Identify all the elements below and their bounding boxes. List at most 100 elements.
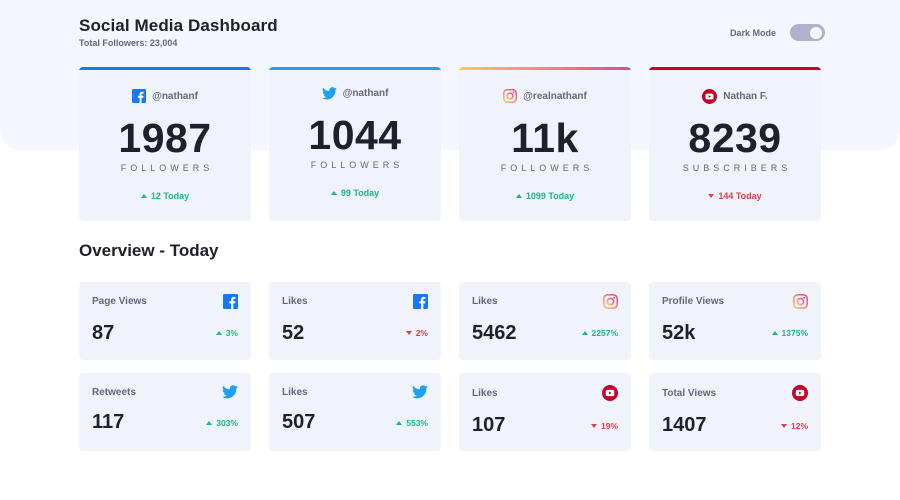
overview-card-value: 507 (282, 411, 316, 433)
overview-card-name: Likes (282, 296, 308, 307)
card-today-text: 99 Today (340, 188, 380, 198)
card-unit: FOLLOWERS (500, 163, 594, 173)
overview-card-change-text: 3% (225, 328, 238, 338)
card-today-text: 1099 Today (525, 191, 575, 201)
arrow-up-icon (330, 191, 337, 195)
arrow-down-icon (708, 194, 715, 198)
overview-card-twitter-likes[interactable]: Likes 507 553% (269, 373, 441, 451)
overview-card-change: 12% (780, 421, 808, 431)
arrow-up-icon (140, 194, 147, 198)
page-title: Social Media Dashboard (79, 16, 278, 35)
card-today: 1099 Today (459, 191, 631, 201)
card-accent-bar (79, 67, 251, 70)
overview-card-facebook-page-views[interactable]: Page Views 87 3% (79, 282, 251, 360)
overview-card-name: Page Views (92, 296, 147, 307)
total-followers: Total Followers: 23,004 (79, 38, 178, 48)
overview-card-name: Likes (472, 296, 498, 307)
card-handle: @nathanf (269, 87, 441, 100)
overview-card-change-text: 553% (406, 418, 428, 428)
instagram-icon (603, 294, 618, 309)
overview-card-youtube-likes[interactable]: Likes 107 19% (459, 373, 631, 451)
card-handle: @realnathanf (459, 89, 631, 103)
overview-card-name: Profile Views (662, 296, 725, 307)
overview-card-change-text: 19% (600, 421, 618, 431)
facebook-icon (132, 89, 147, 103)
card-twitter[interactable]: @nathanf 1044 FOLLOWERS 99 Today (269, 67, 441, 221)
card-accent-bar (649, 67, 821, 70)
card-instagram[interactable]: @realnathanf 11k FOLLOWERS 1099 Today (459, 67, 631, 221)
arrow-up-icon (215, 331, 222, 335)
twitter-icon (222, 385, 238, 399)
arrow-up-icon (771, 331, 778, 335)
overview-card-name: Retweets (92, 387, 136, 398)
card-today-text: 12 Today (150, 191, 190, 201)
overview-card-value: 107 (472, 414, 506, 436)
card-today: 12 Today (79, 191, 251, 201)
overview-card-name: Likes (472, 388, 498, 399)
card-facebook[interactable]: @nathanf 1987 FOLLOWERS 12 Today (79, 67, 251, 221)
overview-card-value: 87 (92, 322, 115, 344)
dark-mode-switch: Dark Mode (730, 24, 826, 41)
youtube-icon (702, 89, 718, 104)
overview-card-change: 19% (590, 421, 618, 431)
overview-card-youtube-total-views[interactable]: Total Views 1407 12% (649, 373, 821, 451)
arrow-down-icon (590, 424, 597, 428)
card-handle: @nathanf (79, 89, 251, 103)
toggle-knob (810, 26, 823, 39)
card-handle-text: Nathan F. (723, 91, 768, 102)
overview-card-change: 3% (215, 328, 238, 338)
overview-card-change: 553% (396, 418, 428, 428)
card-today: 144 Today (649, 191, 821, 201)
card-unit: FOLLOWERS (310, 160, 404, 170)
card-accent-bar (269, 67, 441, 70)
arrow-up-icon (206, 421, 213, 425)
card-count: 1987 (118, 115, 212, 161)
overview-card-value: 1407 (662, 414, 707, 436)
card-handle: Nathan F. (649, 89, 821, 104)
facebook-icon (413, 294, 428, 309)
page-header: Social Media Dashboard Total Followers: … (79, 16, 278, 48)
overview-card-value: 52k (662, 322, 696, 344)
overview-card-change-text: 303% (216, 418, 238, 428)
twitter-icon (412, 385, 428, 399)
overview-card-name: Total Views (662, 388, 717, 399)
youtube-icon (792, 385, 808, 401)
overview-card-change: 2% (405, 328, 428, 338)
overview-card-value: 52 (282, 322, 305, 344)
card-handle-text: @realnathanf (523, 90, 587, 102)
instagram-icon (503, 89, 518, 103)
overview-card-name: Likes (282, 387, 308, 398)
card-unit: SUBSCRIBERS (682, 163, 792, 173)
arrow-up-icon (396, 421, 403, 425)
facebook-icon (223, 294, 238, 309)
dark-mode-label: Dark Mode (730, 27, 777, 38)
overview-card-change: 2257% (581, 328, 618, 338)
arrow-down-icon (405, 331, 412, 335)
card-handle-text: @nathanf (152, 90, 198, 102)
arrow-up-icon (515, 194, 522, 198)
card-accent-bar (459, 67, 631, 70)
overview-card-facebook-likes[interactable]: Likes 52 2% (269, 282, 441, 360)
card-count: 8239 (688, 115, 782, 161)
overview-card-value: 117 (92, 411, 125, 433)
card-youtube[interactable]: Nathan F. 8239 SUBSCRIBERS 144 Today (649, 67, 821, 221)
card-count: 1044 (308, 112, 402, 158)
instagram-icon (793, 294, 808, 309)
card-today: 99 Today (269, 188, 441, 198)
arrow-down-icon (780, 424, 787, 428)
twitter-icon (321, 87, 337, 100)
overview-card-instagram-profile-views[interactable]: Profile Views 52k 1375% (649, 282, 821, 360)
overview-card-change: 1375% (771, 328, 808, 338)
card-unit: FOLLOWERS (120, 163, 214, 173)
overview-card-instagram-likes[interactable]: Likes 5462 2257% (459, 282, 631, 360)
overview-card-value: 5462 (472, 322, 517, 344)
overview-title: Overview - Today (79, 241, 219, 260)
overview-card-twitter-retweets[interactable]: Retweets 117 303% (79, 373, 251, 451)
overview-card-change-text: 1375% (781, 328, 808, 338)
dark-mode-toggle[interactable] (790, 24, 826, 41)
overview-card-change: 303% (206, 418, 238, 428)
overview-card-change-text: 2% (415, 328, 428, 338)
card-today-text: 144 Today (718, 191, 762, 201)
arrow-up-icon (581, 331, 588, 335)
card-handle-text: @nathanf (342, 88, 389, 99)
